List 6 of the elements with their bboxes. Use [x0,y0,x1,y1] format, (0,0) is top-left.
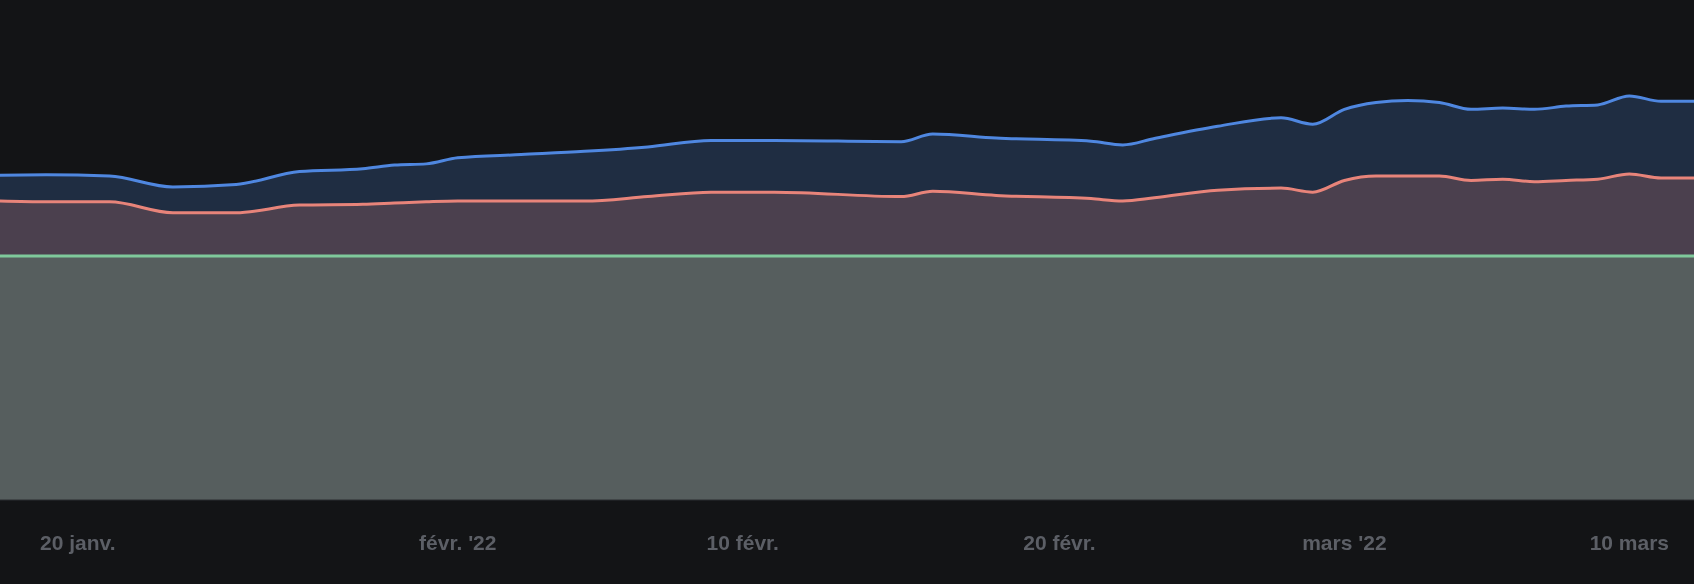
x-tick-label: 20 févr. [1023,531,1096,554]
x-tick-label: 10 févr. [706,531,779,554]
x-tick-label: 10 mars [1589,531,1670,554]
x-tick-label: mars '22 [1302,531,1387,554]
x-tick-label: 20 janv. [40,531,116,554]
x-tick-label: févr. '22 [419,531,497,554]
